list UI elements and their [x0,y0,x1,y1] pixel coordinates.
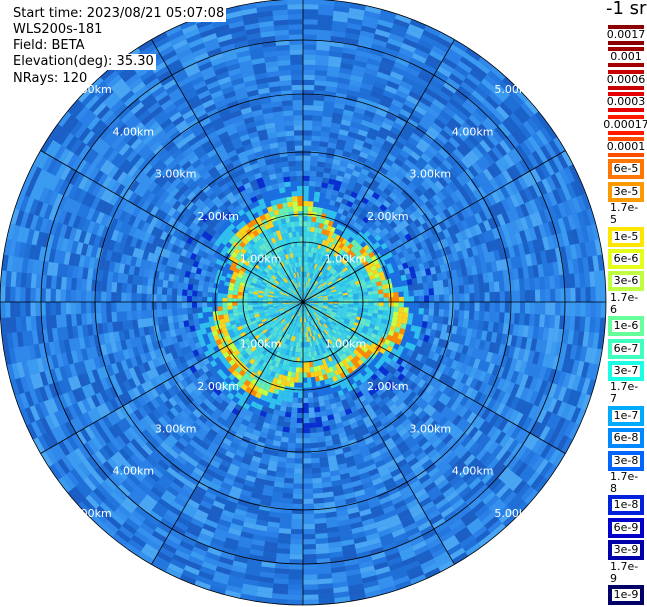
colorbar-tick-label: 1.7e-6 [608,291,644,316]
colorbar-tick-label: 3e-7 [611,364,641,377]
field-label: Field: BETA [11,38,87,54]
range-ring-label: 1.00km [325,337,367,350]
colorbar-cell: 1.7e-6 [607,291,645,316]
colorbar-tick-label: 1.7e-7 [608,381,644,406]
colorbar-tick-label: 6e-7 [611,341,641,355]
range-ring-label: 2.00km [367,210,409,223]
colorbar-cell: 3e-6 [607,270,645,293]
range-ring-label: 3.00km [155,168,197,181]
colorbar-cell: 1e-5 [607,225,645,248]
start-time-label: Start time: 2023/08/21 05:07:08 [11,6,227,22]
colorbar-cell: 6e-8 [607,427,645,450]
range-ring-labels: 1.00km 1.00km 1.00km 1.00km 2.00km 2.00km 2.00… [70,83,536,520]
colorbar-cell: 1e-7 [607,404,645,427]
nrays-label: NRays: 120 [11,71,90,87]
colorbar-tick-label: 1.7e-9 [608,560,644,585]
range-ring-label: 5.00km [494,83,536,96]
colorbar-cell: 1.7e-5 [607,202,645,227]
colorbar-tick-label: 1e-9 [611,588,641,601]
range-ring-label: 5.00km [494,507,536,520]
range-ring-label: 1.00km [240,337,282,350]
colorbar-tick-label: 3e-8 [611,453,641,467]
range-ring-label: 1.00km [240,253,282,266]
azimuth-spoke [302,39,455,303]
colorbar-unit: -1 sr [606,0,647,19]
colorbar-tick-label: 1.7e-8 [608,471,644,495]
colorbar-cell: 1.7e-9 [607,560,645,585]
colorbar-tick-label: 6e-5 [611,162,641,176]
colorbar-cell: 3e-9 [607,539,645,562]
colorbar-cell: 0.0017 [604,24,647,46]
azimuth-spoke [40,301,304,454]
colorbar-cell: 3e-7 [607,360,645,382]
azimuth-spoke [302,301,455,565]
colorbar-tick-label: 0.001 [608,50,644,64]
colorbar-tick-label: 1.7e-5 [608,202,644,227]
colorbar-tick-label: 3e-5 [611,184,641,198]
colorbar-cell: 1.7e-8 [607,471,645,495]
elevation-label: Elevation(deg): 35.30 [11,54,156,70]
azimuth-spoke [40,150,304,303]
colorbar-cell: 3e-8 [607,449,645,472]
colorbar-tick-label: 0.00017 [601,118,647,131]
azimuth-spokes [0,0,606,605]
range-ring-label: 2.00km [197,380,239,393]
colorbar-tick-label: 6e-8 [611,431,641,445]
colorbar-cell: 6e-9 [607,516,645,539]
range-ring-label: 2.00km [367,380,409,393]
range-ring-label: 4.00km [452,465,494,478]
range-ring-label: 3.00km [409,422,451,435]
instrument-label: WLS200s-181 [11,22,105,38]
range-ring-label: 3.00km [155,422,197,435]
colorbar-cell: 6e-7 [607,337,645,360]
range-ring-label: 2.00km [197,210,239,223]
colorbar-tick-label: 0.0003 [604,95,647,109]
colorbar-cell: 0.0006 [604,68,647,91]
azimuth-spoke [302,150,566,303]
colorbar-cell: 6e-5 [607,158,645,181]
colorbar-tick-label: 3e-6 [611,274,641,288]
colorbar-cell: 1e-6 [607,315,645,338]
colorbar-tick-label: 1e-8 [611,498,641,512]
colorbar-tick-label: 1e-5 [611,229,641,243]
colorbar-cell: 1e-8 [607,494,645,517]
colorbar-cell: 3e-5 [607,180,645,203]
colorbar-cell: 1.7e-7 [607,381,645,406]
colorbar-cell: 0.0003 [604,91,647,114]
colorbar-tick-label: 1e-6 [611,319,641,333]
range-ring-label: 5.00km [70,507,112,520]
range-ring-label: 4.00km [113,125,155,138]
colorbar-tick-label: 0.0001 [604,140,647,153]
colorbar-cell: 1e-9 [607,584,645,606]
range-ring-label: 4.00km [452,125,494,138]
colorbar-cell: 6e-6 [607,248,645,270]
colorbar-tick-label: 6e-6 [611,252,641,265]
colorbar-tick-label: 6e-9 [611,520,641,534]
colorbar-cell: 0.00017 [601,113,647,136]
range-ring-label: 4.00km [113,465,155,478]
azimuth-spoke [302,301,566,454]
colorbar-tick-label: 1e-7 [611,408,641,422]
colorbar-tick-label: 3e-9 [611,543,641,557]
colorbar-tick-label: 0.0017 [604,28,647,41]
colorbar-cell: 0.0001 [604,136,647,158]
azimuth-spoke [151,301,304,565]
colorbar-tick-label: 0.0006 [604,72,647,86]
colorbar-cell: 0.001 [607,46,645,69]
range-ring-label: 1.00km [325,253,367,266]
range-ring-label: 3.00km [409,168,451,181]
azimuth-spoke [151,39,304,303]
